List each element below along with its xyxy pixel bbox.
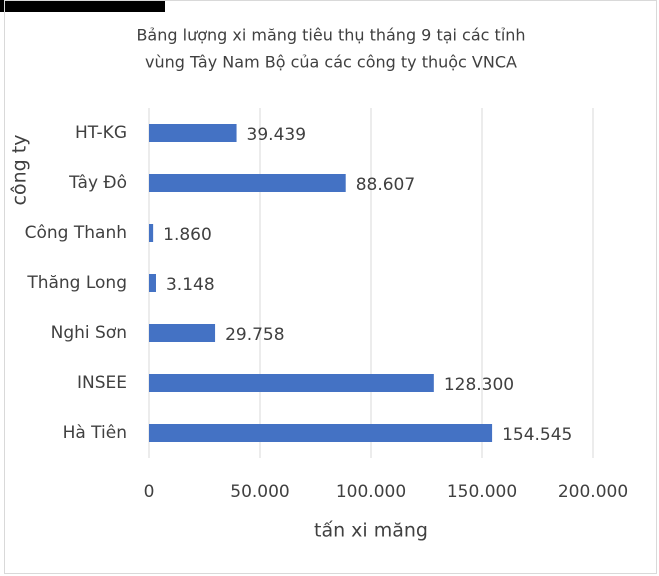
y-axis-title: công ty bbox=[9, 135, 31, 206]
x-tick-label: 50.000 bbox=[230, 482, 289, 502]
bar bbox=[149, 124, 237, 142]
x-tick-label: 200.000 bbox=[558, 482, 628, 502]
data-label: 3.148 bbox=[166, 275, 215, 295]
bar bbox=[149, 224, 154, 242]
chart-border bbox=[4, 0, 657, 574]
bar bbox=[149, 374, 434, 392]
bar bbox=[149, 174, 346, 192]
data-label: 29.758 bbox=[225, 325, 284, 345]
x-tick-label: 0 bbox=[144, 482, 155, 502]
x-axis-title: tấn xi măng bbox=[314, 520, 428, 542]
data-label: 88.607 bbox=[356, 175, 415, 195]
bar bbox=[149, 324, 216, 342]
bar bbox=[149, 424, 493, 442]
data-label: 154.545 bbox=[502, 425, 572, 445]
bar bbox=[149, 274, 156, 292]
y-tick-label: Tây Đô bbox=[68, 173, 127, 193]
chart-title: vùng Tây Nam Bộ của các công ty thuộc VN… bbox=[145, 53, 517, 72]
x-tick-label: 150.000 bbox=[447, 482, 517, 502]
y-tick-label: INSEE bbox=[77, 373, 127, 393]
chart-title: Bảng lượng xi măng tiêu thụ tháng 9 tại … bbox=[136, 26, 525, 45]
data-label: 128.300 bbox=[444, 375, 514, 395]
y-tick-label: Công Thanh bbox=[25, 223, 127, 243]
y-tick-label: Hà Tiên bbox=[63, 423, 127, 443]
x-tick-label: 100.000 bbox=[336, 482, 406, 502]
data-label: 39.439 bbox=[247, 125, 306, 145]
y-tick-label: Nghi Sơn bbox=[51, 323, 127, 343]
y-tick-label: HT-KG bbox=[75, 123, 127, 143]
y-tick-label: Thăng Long bbox=[26, 273, 127, 293]
header-bar bbox=[0, 0, 165, 12]
data-label: 1.860 bbox=[163, 225, 212, 245]
